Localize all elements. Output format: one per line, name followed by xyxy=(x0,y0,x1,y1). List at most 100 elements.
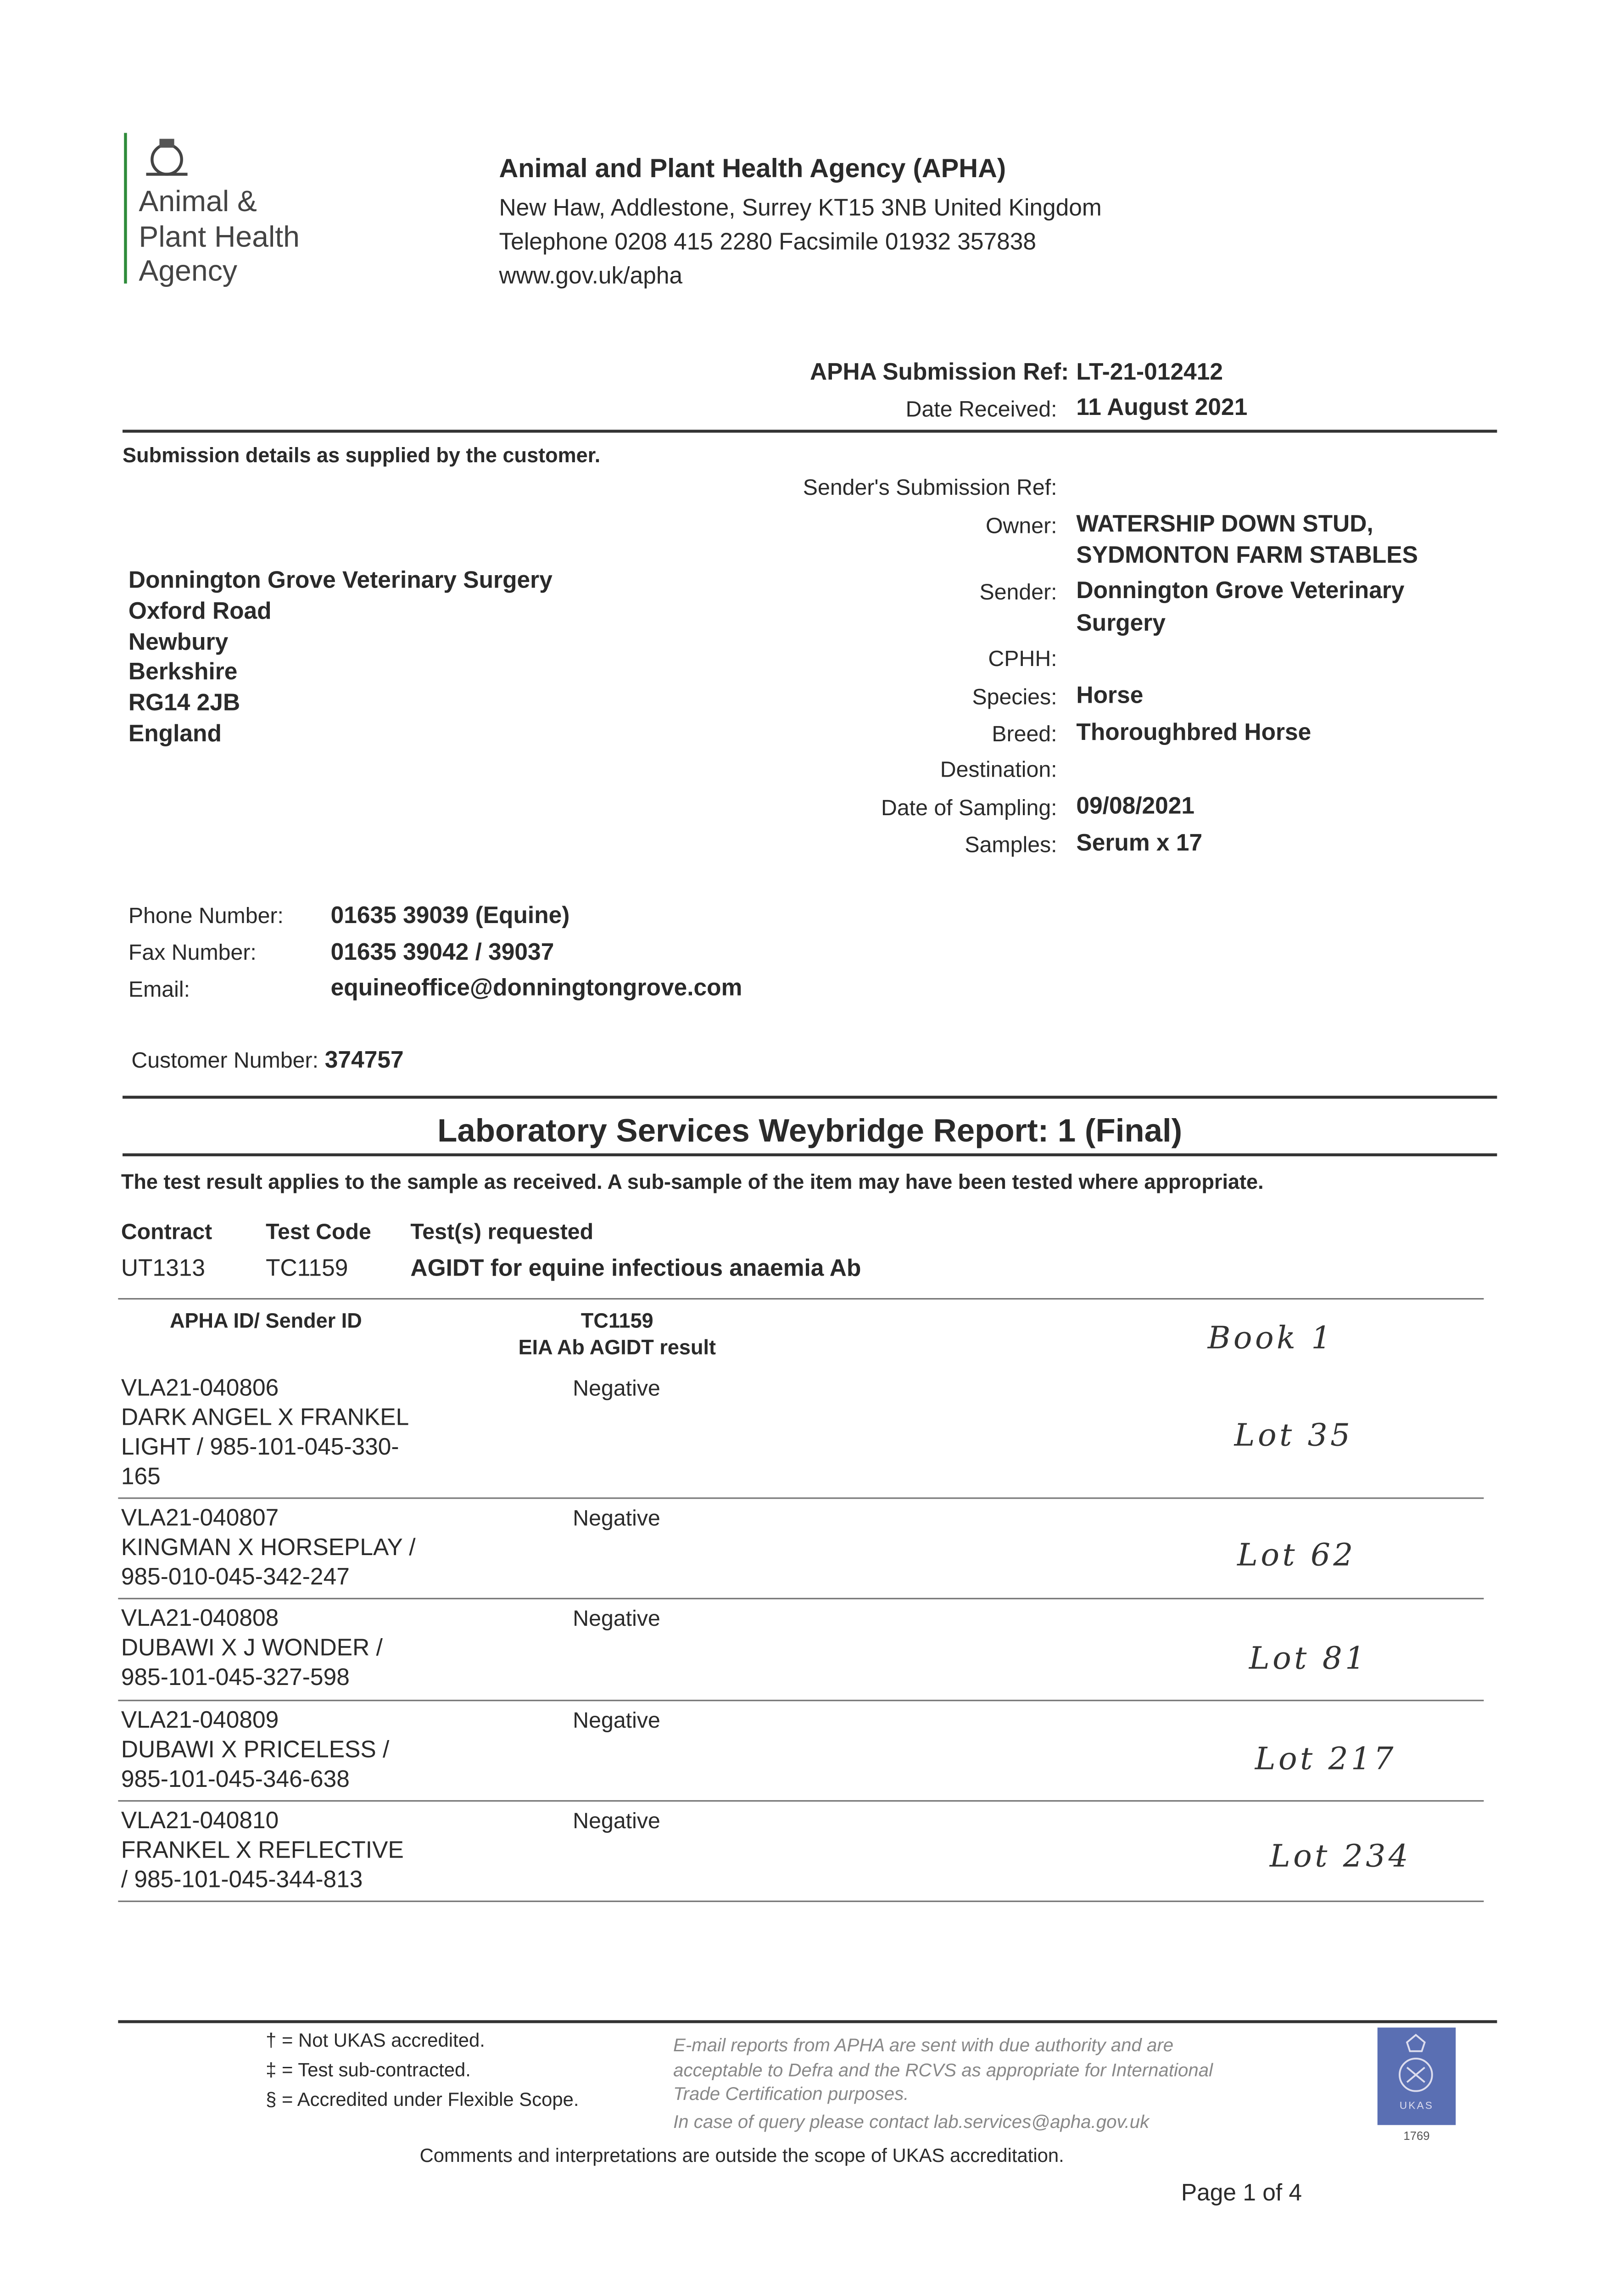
result-cell: Negative xyxy=(573,1708,660,1734)
address-line: Oxford Road xyxy=(128,599,272,625)
handwritten-lot-note: Lot 217 xyxy=(1255,1741,1396,1777)
query-contact: In case of query please contact lab.serv… xyxy=(673,2111,1150,2133)
contract-value: UT1313 xyxy=(121,1256,205,1282)
org-website[interactable]: www.gov.uk/apha xyxy=(499,264,683,290)
result-column-header: EIA Ab AGIDT result xyxy=(518,1335,716,1359)
sample-desc: FRANKEL X REFLECTIVE / 985-101-045-344-8… xyxy=(121,1838,404,1893)
field-label: Species: xyxy=(972,685,1057,711)
ukas-comments-note: Comments and interpretations are outside… xyxy=(419,2144,1064,2166)
royal-crest-icon xyxy=(146,139,188,176)
sample-id-cell: VLA21-040806 DARK ANGEL X FRANKEL LIGHT /… xyxy=(121,1375,416,1493)
owner-value: WATERSHIP DOWN STUD, xyxy=(1076,512,1373,538)
details-heading: Submission details as supplied by the cu… xyxy=(123,443,601,467)
disclaimer-line: Trade Certification purposes. xyxy=(673,2083,909,2105)
handwritten-lot-note: Lot 81 xyxy=(1249,1640,1368,1676)
result-column-header-code: TC1159 xyxy=(580,1308,653,1332)
sample-id-cell: VLA21-040809 DUBAWI X PRICELESS / 985-101… xyxy=(121,1707,416,1796)
test-code-header: Test Code xyxy=(266,1220,371,1245)
sample-desc: KINGMAN X HORSEPLAY / 985-010-045-342-24… xyxy=(121,1535,416,1591)
result-cell: Negative xyxy=(573,1809,660,1834)
accreditation-legend: † = Not UKAS accredited. ‡ = Test sub-co… xyxy=(266,2026,579,2115)
sample-id-cell: VLA21-040807 KINGMAN X HORSEPLAY / 985-01… xyxy=(121,1505,416,1593)
divider xyxy=(118,1598,1484,1600)
test-code-value: TC1159 xyxy=(266,1256,348,1282)
sample-id-cell: VLA21-040810 FRANKEL X REFLECTIVE / 985-1… xyxy=(121,1808,416,1896)
fax-value: 01635 39042 / 39037 xyxy=(330,940,554,966)
field-label: Sender's Submission Ref: xyxy=(803,475,1057,501)
handwritten-lot-note: Lot 35 xyxy=(1234,1417,1353,1453)
disclaimer-line: acceptable to Defra and the RCVS as appr… xyxy=(673,2059,1213,2080)
address-line: England xyxy=(128,722,222,747)
address-line: RG14 2JB xyxy=(128,691,240,716)
tests-requested-header: Test(s) requested xyxy=(410,1220,594,1245)
sample-id: VLA21-040807 xyxy=(121,1506,279,1532)
logo-line: Agency xyxy=(139,255,238,288)
divider xyxy=(123,1096,1497,1099)
address-line: Donnington Grove Veterinary Surgery xyxy=(128,568,552,594)
sample-desc: DUBAWI X J WONDER / 985-101-045-327-598 xyxy=(121,1636,383,1691)
legend-item: § = Accredited under Flexible Scope. xyxy=(266,2088,579,2110)
logo-line: Plant Health xyxy=(139,220,300,253)
ukas-logo: UKAS xyxy=(1377,2027,1456,2125)
result-cell: Negative xyxy=(573,1506,660,1532)
customer-number: 374757 xyxy=(324,1048,404,1074)
sample-desc: DUBAWI X PRICELESS / 985-101-045-346-638 xyxy=(121,1738,390,1793)
field-label: Sender: xyxy=(979,580,1057,606)
field-label: Owner: xyxy=(986,514,1057,539)
test-requested-value: AGIDT for equine infectious anaemia Ab xyxy=(410,1256,861,1282)
address-line: Berkshire xyxy=(128,661,238,686)
customer-address: Donnington Grove Veterinary Surgery Oxfo… xyxy=(128,567,552,751)
owner-value-2: SYDMONTON FARM STABLES xyxy=(1076,543,1418,569)
samples-value: Serum x 17 xyxy=(1076,831,1203,857)
sample-id-cell: VLA21-040808 DUBAWI X J WONDER / 985-101-… xyxy=(121,1605,416,1694)
divider xyxy=(118,1900,1484,1902)
breed-value: Thoroughbred Horse xyxy=(1076,721,1311,746)
divider xyxy=(118,1800,1484,1802)
report-note: The test result applies to the sample as… xyxy=(121,1170,1264,1193)
field-label: Samples: xyxy=(965,833,1057,858)
field-label: Breed: xyxy=(992,722,1057,747)
email-value[interactable]: equineoffice@donningtongrove.com xyxy=(330,976,742,1002)
sender-value: Donnington Grove Veterinary xyxy=(1076,579,1405,604)
email-label: Email: xyxy=(128,977,190,1003)
divider xyxy=(123,1153,1497,1157)
customer-number-label: Customer Number: xyxy=(131,1048,318,1074)
field-label: Destination: xyxy=(940,757,1057,783)
date-received-label: Date Received: xyxy=(905,397,1057,423)
handwritten-book-note: Book 1 xyxy=(1207,1320,1334,1356)
ukas-number: 1769 xyxy=(1403,2129,1430,2143)
divider xyxy=(123,430,1497,433)
divider xyxy=(118,1700,1484,1702)
ukas-text: UKAS xyxy=(1399,2101,1434,2112)
sample-id: VLA21-040810 xyxy=(121,1809,279,1834)
sample-id: VLA21-040809 xyxy=(121,1708,279,1734)
org-address: New Haw, Addlestone, Surrey KT15 3NB Uni… xyxy=(499,196,1102,222)
agency-logo-text: Animal & Plant Health Agency xyxy=(139,186,300,290)
sender-value-2: Surgery xyxy=(1076,611,1166,637)
species-value: Horse xyxy=(1076,683,1144,709)
divider xyxy=(118,1497,1484,1499)
logo-accent-line xyxy=(124,133,127,284)
submission-ref: LT-21-012412 xyxy=(1076,360,1223,386)
result-cell: Negative xyxy=(573,1376,660,1402)
report-title: Laboratory Services Weybridge Report: 1 … xyxy=(437,1112,1183,1149)
divider xyxy=(118,2020,1497,2023)
phone-value: 01635 39039 (Equine) xyxy=(330,903,570,929)
handwritten-lot-note: Lot 62 xyxy=(1237,1537,1356,1573)
org-name: Animal and Plant Health Agency (APHA) xyxy=(499,153,1006,183)
contract-header: Contract xyxy=(121,1220,212,1245)
disclaimer-line: E-mail reports from APHA are sent with d… xyxy=(673,2035,1174,2056)
handwritten-lot-note: Lot 234 xyxy=(1269,1838,1412,1874)
id-column-header: APHA ID/ Sender ID xyxy=(169,1308,362,1332)
legend-item: ‡ = Test sub-contracted. xyxy=(266,2058,471,2081)
sample-desc: DARK ANGEL X FRANKEL LIGHT / 985-101-045… xyxy=(121,1405,408,1490)
submission-ref-label: APHA Submission Ref: xyxy=(809,360,1069,386)
sample-id: VLA21-040808 xyxy=(121,1606,279,1632)
divider xyxy=(118,1298,1484,1300)
phone-label: Phone Number: xyxy=(128,903,284,929)
date-received: 11 August 2021 xyxy=(1076,396,1248,421)
sampling-date-value: 09/08/2021 xyxy=(1076,794,1195,820)
org-phone: Telephone 0208 415 2280 Facsimile 01932 … xyxy=(499,230,1037,256)
email-disclaimer: E-mail reports from APHA are sent with d… xyxy=(673,2033,1213,2106)
